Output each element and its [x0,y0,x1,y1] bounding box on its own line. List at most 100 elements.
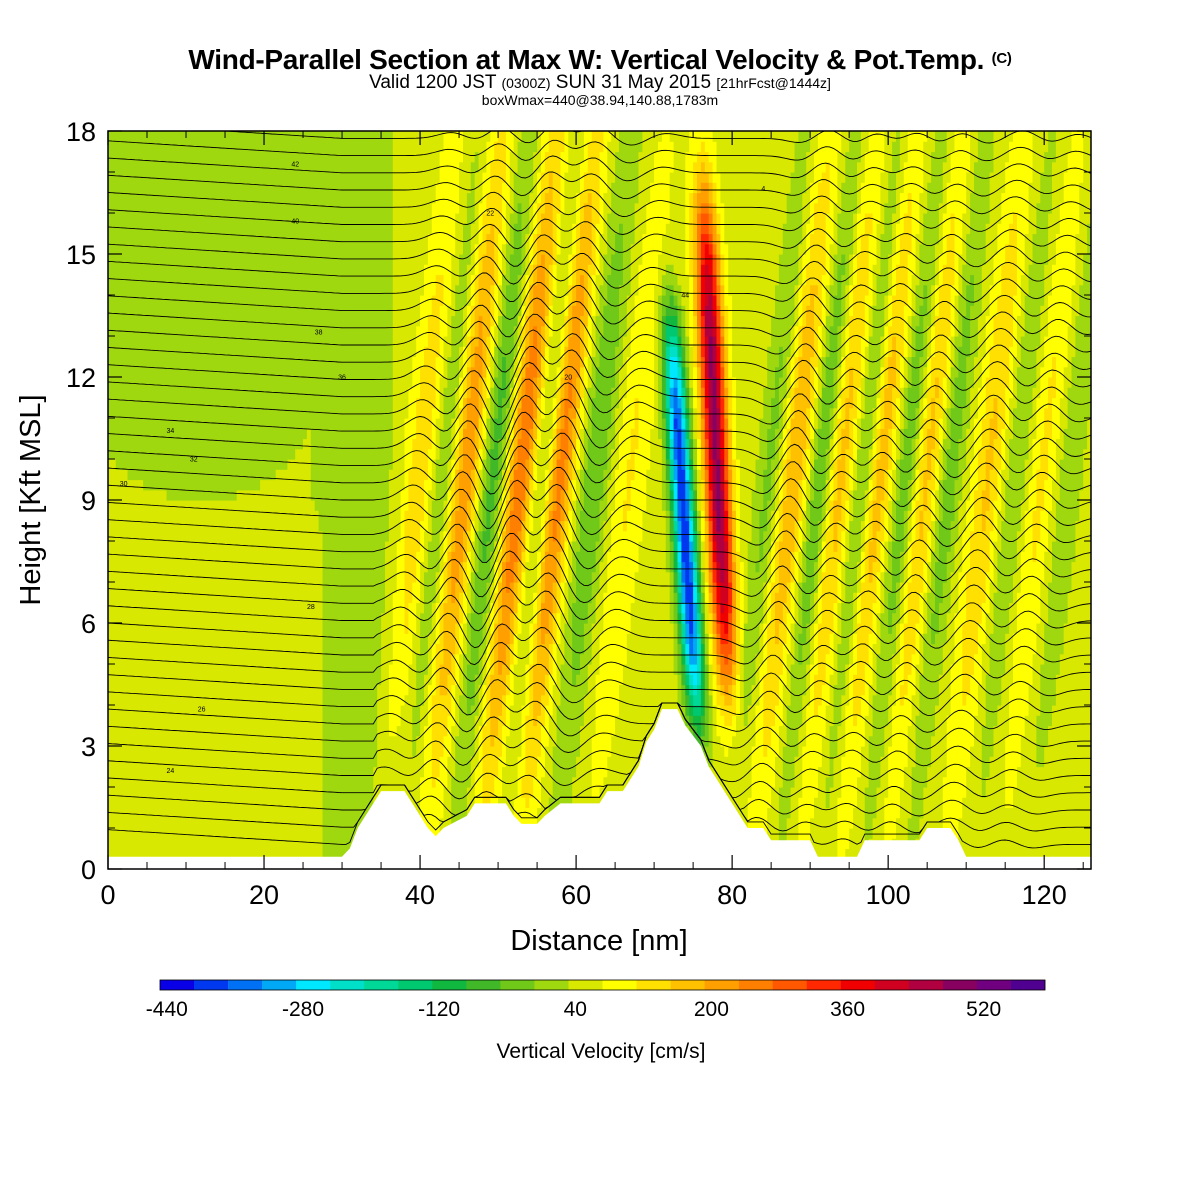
velocity-cell [186,356,191,368]
velocity-cell [326,705,331,716]
velocity-cell [345,284,351,296]
velocity-cell [143,746,148,757]
velocity-cell [127,192,132,204]
velocity-cell [357,336,363,347]
velocity-cell [338,397,343,409]
velocity-cell [338,264,343,276]
velocity-cell [295,561,300,573]
velocity-cell [150,356,156,368]
velocity-cell [303,448,308,460]
velocity-cell [349,428,355,440]
velocity-cell [115,295,121,306]
velocity-cell [306,817,312,829]
velocity-cell [135,561,140,573]
velocity-cell [209,817,214,829]
velocity-cell [232,428,238,440]
velocity-cell [143,131,148,142]
velocity-cell [369,377,374,388]
velocity-cell [306,428,312,440]
velocity-cell [260,274,265,286]
velocity-cell [318,284,324,296]
velocity-cell [267,243,273,255]
velocity-cell [150,623,156,634]
velocity-cell [248,315,253,327]
velocity-cell [131,315,136,327]
velocity-cell [123,346,129,358]
velocity-cell [162,653,168,665]
velocity-cell [178,602,183,614]
velocity-cell [361,131,367,142]
velocity-cell [205,489,210,501]
velocity-cell [252,817,257,829]
velocity-cell [264,305,269,317]
velocity-cell [193,776,199,788]
velocity-cell [178,633,183,645]
velocity-cell [326,284,331,296]
velocity-cell [225,664,230,675]
velocity-cell [349,202,355,214]
velocity-cell [162,274,168,286]
velocity-cell [228,541,234,552]
velocity-cell [197,530,203,542]
velocity-cell [150,807,156,819]
velocity-cell [131,264,136,276]
velocity-cell [291,541,296,552]
velocity-cell [365,295,370,306]
velocity-cell [166,469,171,481]
velocity-cell [373,633,378,645]
velocity-cell [264,602,269,614]
velocity-cell [365,653,370,665]
velocity-cell [322,797,327,809]
velocity-cell [373,776,378,788]
velocity-cell [189,776,195,788]
velocity-cell [217,674,222,686]
velocity-cell [119,151,125,163]
velocity-cell [197,254,203,265]
velocity-cell [236,397,242,409]
velocity-cell [283,807,288,819]
velocity-cell [330,489,335,501]
velocity-cell [342,643,347,655]
velocity-cell [147,295,152,306]
velocity-cell [306,151,312,163]
velocity-cell [139,612,144,624]
velocity-cell [127,387,132,399]
velocity-cell [279,182,285,194]
velocity-cell [353,633,359,645]
velocity-cell [205,284,210,296]
velocity-cell [353,366,359,378]
velocity-cell [275,192,281,204]
velocity-cell [123,582,129,593]
velocity-cell [170,387,175,399]
velocity-cell [213,541,218,552]
velocity-cell [154,633,160,645]
velocity-cell [178,541,183,552]
velocity-cell [318,233,324,245]
velocity-cell [166,213,171,224]
velocity-cell [365,325,370,337]
velocity-cell [108,336,113,347]
velocity-cell [174,838,179,850]
velocity-cell [154,479,160,491]
velocity-cell [248,756,253,768]
velocity-cell [123,510,129,522]
velocity-cell [252,459,257,470]
velocity-cell [232,571,238,583]
velocity-cell [299,202,304,214]
velocity-cell [342,377,347,388]
velocity-cell [197,387,203,399]
velocity-cell [178,161,183,173]
velocity-cell [178,243,183,255]
velocity-cell [338,571,343,583]
velocity-cell [205,623,210,634]
velocity-cell [197,438,203,450]
velocity-cell [189,838,195,850]
velocity-cell [150,233,156,245]
velocity-cell [299,817,304,829]
velocity-cell [166,838,171,850]
velocity-cell [150,684,156,696]
velocity-cell [197,479,203,491]
velocity-cell [252,418,257,429]
velocity-cell [287,674,292,686]
velocity-cell [279,551,285,563]
